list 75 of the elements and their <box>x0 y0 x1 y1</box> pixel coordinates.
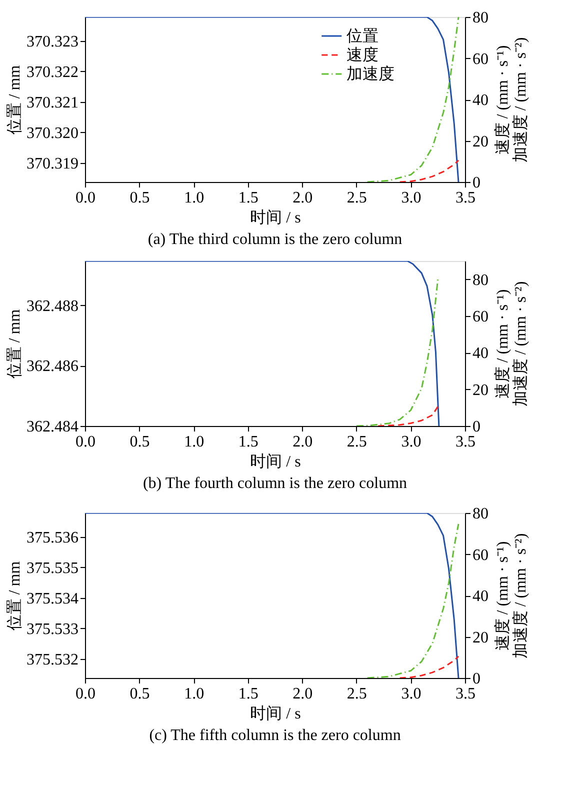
line-series <box>85 17 460 182</box>
x-tick-label: 1.0 <box>184 434 204 450</box>
text: (b) The fourth column is the zero column <box>142 475 408 492</box>
y2-tick-label: 40 <box>472 345 488 362</box>
x-tick-label: 3.0 <box>401 686 422 702</box>
y-axis-title: 位置 / mm <box>6 560 24 631</box>
y2-tick-label: 0 <box>472 670 480 688</box>
legend-label: 位置 <box>346 28 379 45</box>
y2-tick-label: 20 <box>472 133 488 150</box>
line-series <box>399 656 460 678</box>
y2-axis-title: 速度 / (mm · s⁻¹) 加速度 / (mm · s⁻²) <box>494 37 530 163</box>
y-axis-title: 位置 / mm <box>6 64 24 135</box>
x-tick-label: 3.5 <box>456 434 476 450</box>
x-tick-label: 0.0 <box>76 434 96 450</box>
y-tick-label: 370.323 <box>26 33 78 50</box>
x-tick-label: 0.5 <box>130 190 150 206</box>
y2-tick-label: 80 <box>472 506 488 522</box>
y2-tick-label: 0 <box>472 418 480 436</box>
legend-label: 加速度 <box>346 65 395 83</box>
x-tick-label: 2.5 <box>346 434 367 450</box>
x-tick-label: 0.5 <box>130 434 150 450</box>
y2-tick-label: 40 <box>472 92 488 109</box>
y-tick-label: 375.536 <box>26 529 78 546</box>
y2-tick-label: 80 <box>472 10 488 26</box>
y-tick-label: 370.319 <box>26 155 78 172</box>
y2-tick-label: 20 <box>472 629 488 646</box>
y2-tick-label: 0 <box>472 174 480 192</box>
x-axis-title: 时间 / s <box>250 452 301 470</box>
y2-axis-title: 速度 / (mm · s⁻¹) 加速度 / (mm · s⁻²) <box>494 281 530 407</box>
line-series <box>377 406 439 426</box>
y2-tick-label: 20 <box>472 382 488 399</box>
y-tick-label: 362.486 <box>26 358 78 376</box>
y2-tick-label: 60 <box>472 308 488 326</box>
y-tick-label: 370.322 <box>26 64 78 81</box>
y-tick-label: 370.321 <box>26 94 78 112</box>
x-tick-label: 1.5 <box>238 434 258 450</box>
x-tick-label: 1.0 <box>184 190 204 206</box>
x-axis-title: 时间 / s <box>250 704 301 722</box>
text: (a) The third column is the zero column <box>148 231 402 248</box>
y-tick-label: 362.484 <box>26 418 78 436</box>
x-tick-label: 0.5 <box>130 686 150 702</box>
y2-tick-label: 60 <box>472 50 488 68</box>
legend-label: 速度 <box>346 46 379 64</box>
x-tick-label: 0.0 <box>76 190 96 206</box>
x-tick-label: 2.0 <box>292 190 313 206</box>
line-series <box>399 160 460 182</box>
x-tick-label: 3.0 <box>401 190 422 206</box>
y-tick-label: 375.533 <box>26 620 78 638</box>
y2-tick-label: 40 <box>472 588 488 605</box>
line-series <box>85 261 440 426</box>
y-axis-title: 位置 / mm <box>6 308 24 379</box>
y-tick-label: 375.534 <box>26 590 78 608</box>
y2-tick-label: 60 <box>472 546 488 564</box>
x-tick-label: 3.5 <box>456 686 476 702</box>
x-tick-label: 1.0 <box>184 686 204 702</box>
y-tick-label: 375.535 <box>26 560 78 577</box>
x-tick-label: 2.0 <box>292 686 313 702</box>
x-tick-label: 1.5 <box>238 686 258 702</box>
y-tick-label: 362.488 <box>26 298 78 315</box>
line-series <box>85 513 460 678</box>
x-tick-label: 2.5 <box>346 190 367 206</box>
y2-tick-label: 80 <box>472 272 488 289</box>
x-axis-title: 时间 / s <box>250 208 301 226</box>
y-tick-label: 375.532 <box>26 651 78 668</box>
text: (c) The fifth column is the zero column <box>149 727 401 744</box>
x-tick-label: 2.5 <box>346 686 367 702</box>
x-tick-label: 1.5 <box>238 190 258 206</box>
x-tick-label: 3.0 <box>401 434 422 450</box>
x-tick-label: 0.0 <box>76 686 96 702</box>
y2-axis-title: 速度 / (mm · s⁻¹) 加速度 / (mm · s⁻²) <box>494 533 530 659</box>
line-series <box>356 278 439 426</box>
y-tick-label: 370.320 <box>26 124 78 142</box>
x-tick-label: 3.5 <box>456 190 476 206</box>
x-tick-label: 2.0 <box>292 434 313 450</box>
line-series <box>366 523 460 678</box>
